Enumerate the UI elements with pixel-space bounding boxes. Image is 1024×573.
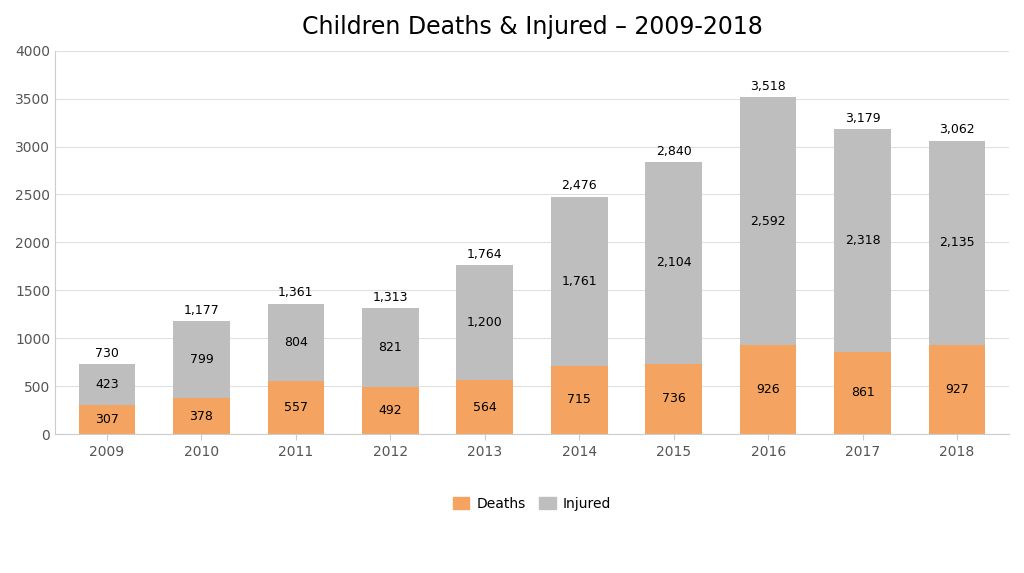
Bar: [739, 346, 797, 434]
Bar: [929, 140, 985, 346]
Text: 423: 423: [95, 378, 119, 391]
Bar: [457, 380, 513, 434]
Legend: Deaths, Injured: Deaths, Injured: [447, 491, 616, 516]
Bar: [267, 304, 325, 381]
Bar: [551, 197, 607, 366]
Bar: [739, 97, 797, 346]
Bar: [267, 381, 325, 434]
Bar: [551, 366, 607, 434]
Bar: [835, 129, 891, 352]
Text: 1,764: 1,764: [467, 248, 503, 261]
Text: 2,135: 2,135: [939, 237, 975, 249]
Bar: [835, 352, 891, 434]
Text: 736: 736: [662, 393, 685, 406]
Bar: [79, 364, 135, 405]
Bar: [457, 265, 513, 380]
Text: 3,518: 3,518: [751, 80, 786, 93]
Text: 730: 730: [95, 347, 119, 360]
Bar: [361, 387, 419, 434]
Text: 2,840: 2,840: [655, 144, 691, 158]
Text: 821: 821: [379, 341, 402, 354]
Text: 378: 378: [189, 410, 213, 422]
Text: 926: 926: [757, 383, 780, 397]
Text: 1,761: 1,761: [561, 274, 597, 288]
Bar: [929, 346, 985, 434]
Bar: [173, 321, 229, 398]
Text: 927: 927: [945, 383, 969, 397]
Bar: [361, 308, 419, 387]
Text: 2,104: 2,104: [655, 256, 691, 269]
Text: 557: 557: [284, 401, 308, 414]
Title: Children Deaths & Injured – 2009-2018: Children Deaths & Injured – 2009-2018: [301, 15, 763, 39]
Text: 1,177: 1,177: [183, 304, 219, 317]
Text: 1,361: 1,361: [279, 286, 313, 300]
Text: 2,318: 2,318: [845, 234, 881, 247]
Text: 564: 564: [473, 401, 497, 414]
Bar: [173, 398, 229, 434]
Bar: [645, 364, 702, 434]
Text: 861: 861: [851, 386, 874, 399]
Text: 1,313: 1,313: [373, 291, 408, 304]
Text: 492: 492: [379, 404, 402, 417]
Bar: [645, 162, 702, 364]
Text: 2,476: 2,476: [561, 179, 597, 193]
Text: 799: 799: [189, 353, 213, 366]
Text: 3,179: 3,179: [845, 112, 881, 125]
Bar: [79, 405, 135, 434]
Text: 307: 307: [95, 413, 119, 426]
Text: 804: 804: [284, 336, 308, 349]
Text: 1,200: 1,200: [467, 316, 503, 329]
Text: 2,592: 2,592: [751, 215, 786, 227]
Text: 3,062: 3,062: [939, 123, 975, 136]
Text: 715: 715: [567, 394, 591, 406]
